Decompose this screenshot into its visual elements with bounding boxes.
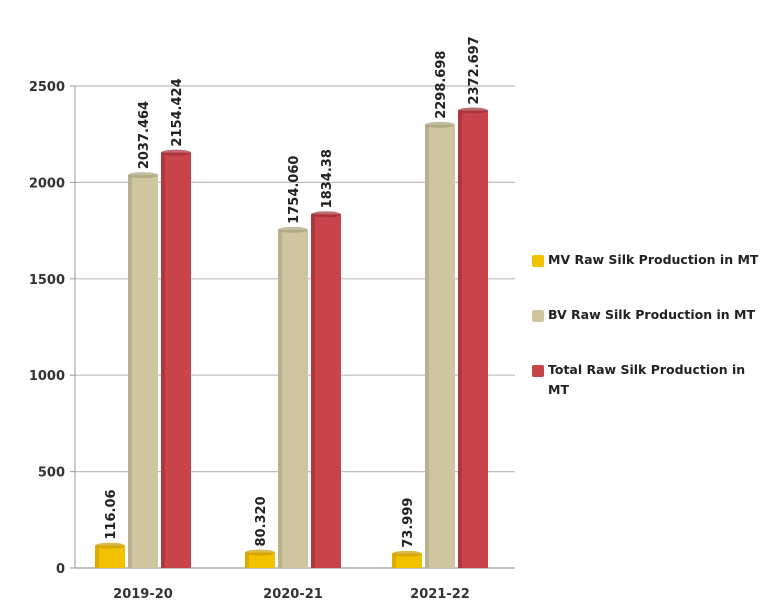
- y-tick-label: 1000: [29, 369, 65, 384]
- data-label: 1754.060: [287, 156, 302, 224]
- bar: [425, 124, 455, 568]
- x-tick-label: 2020-21: [263, 587, 323, 602]
- data-label: 2037.464: [137, 101, 152, 169]
- bar-shade: [458, 110, 462, 569]
- bar-cap: [311, 211, 341, 218]
- bar: [278, 229, 308, 568]
- bar-shade: [311, 214, 315, 568]
- y-tick-label: 0: [56, 562, 65, 577]
- bar-cap: [392, 550, 422, 557]
- bar: [245, 552, 275, 568]
- bar: [458, 110, 488, 569]
- bar-shade: [161, 152, 165, 568]
- data-label: 2154.424: [170, 78, 185, 146]
- bar-cap: [278, 226, 308, 233]
- bar-shade: [245, 552, 249, 568]
- legend-swatch-mv: [532, 255, 544, 267]
- bar-cap: [425, 121, 455, 128]
- x-tick-label: 2021-22: [410, 587, 470, 602]
- bar-shade: [425, 124, 429, 568]
- bar-cap: [161, 149, 191, 156]
- bar-cap: [128, 172, 158, 179]
- data-label: 2298.698: [434, 51, 449, 119]
- legend-item-total: Total Raw Silk Production in MT: [532, 360, 767, 400]
- bar-cap: [245, 549, 275, 556]
- bars: [95, 107, 488, 569]
- x-axis-ticks: 2019-20 2020-21 2021-22: [113, 587, 470, 602]
- bar-shade: [128, 175, 132, 568]
- y-tick-label: 2000: [29, 176, 65, 191]
- bar: [95, 545, 125, 568]
- data-label: 2372.697: [467, 36, 482, 104]
- bar: [392, 553, 422, 568]
- bar-shade: [392, 553, 396, 568]
- bar: [128, 175, 158, 568]
- data-label: 80.320: [254, 496, 269, 546]
- legend-swatch-total: [532, 365, 544, 377]
- y-tick-label: 500: [38, 466, 65, 481]
- y-tick-label: 1500: [29, 273, 65, 288]
- data-label: 73.999: [401, 498, 416, 548]
- bar-cap: [458, 107, 488, 114]
- bar-shade: [278, 229, 282, 568]
- legend-label-total: Total Raw Silk Production in MT: [548, 362, 746, 397]
- legend-item-mv: MV Raw Silk Production in MT: [532, 250, 767, 270]
- data-label: 116.06: [104, 489, 119, 539]
- y-axis-ticks: 0 500 1000 1500 2000 2500: [29, 80, 65, 577]
- legend: MV Raw Silk Production in MT BV Raw Silk…: [532, 250, 767, 435]
- bar: [311, 214, 341, 568]
- x-tick-label: 2019-20: [113, 587, 173, 602]
- legend-item-bv: BV Raw Silk Production in MT: [532, 305, 767, 325]
- legend-swatch-bv: [532, 310, 544, 322]
- data-labels: 116.06 2037.464 2154.424 80.320 1754.060 1834…: [104, 36, 482, 547]
- y-tick-label: 2500: [29, 80, 65, 95]
- legend-label-mv: MV Raw Silk Production in MT: [548, 252, 759, 267]
- bar: [161, 152, 191, 568]
- bar-cap: [95, 542, 125, 549]
- bar-shade: [95, 545, 99, 568]
- legend-label-bv: BV Raw Silk Production in MT: [548, 307, 756, 322]
- data-label: 1834.38: [320, 149, 335, 208]
